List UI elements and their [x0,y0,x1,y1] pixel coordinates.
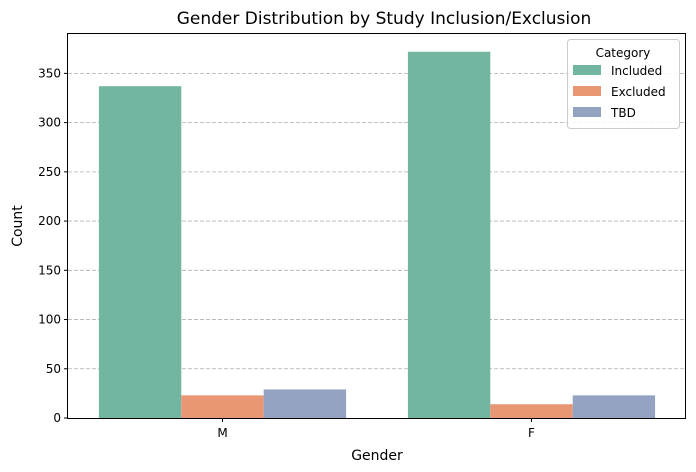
bar-included-f [407,51,491,418]
legend-swatch [573,65,601,75]
legend-swatch [573,86,601,96]
bar-tbd-f [572,395,656,418]
y-axis: 0 50 100 150 200 250 300 350 [38,66,68,425]
y-tick-label: 250 [38,165,61,179]
y-tick-label: 150 [38,263,61,277]
x-axis-title: Gender [351,448,403,464]
legend-swatch [573,107,601,117]
legend: Category Included Excluded TBD [567,39,680,129]
legend-label: Excluded [611,85,666,99]
bar-excluded-f [490,404,573,418]
bar-excluded-m [181,395,264,418]
bar-tbd-m [263,389,347,418]
x-tick-label: F [528,426,535,440]
bars [98,51,656,418]
y-tick-label: 200 [38,214,61,228]
y-tick-label: 0 [53,411,61,425]
y-tick-label: 50 [46,362,61,376]
legend-items: Included Excluded TBD [573,64,666,120]
y-tick-label: 350 [38,66,61,80]
plot-frame [67,33,686,419]
x-tick-label: M [217,426,227,440]
y-tick-label: 100 [38,313,61,327]
y-tick-label: 300 [38,116,61,130]
legend-title: Category [596,46,651,60]
legend-label: Included [611,64,662,78]
legend-label: TBD [610,106,636,120]
chart-title: Gender Distribution by Study Inclusion/E… [177,9,592,29]
legend-box [567,39,680,129]
y-axis-title: Count [10,205,26,247]
bar-included-m [98,86,182,418]
